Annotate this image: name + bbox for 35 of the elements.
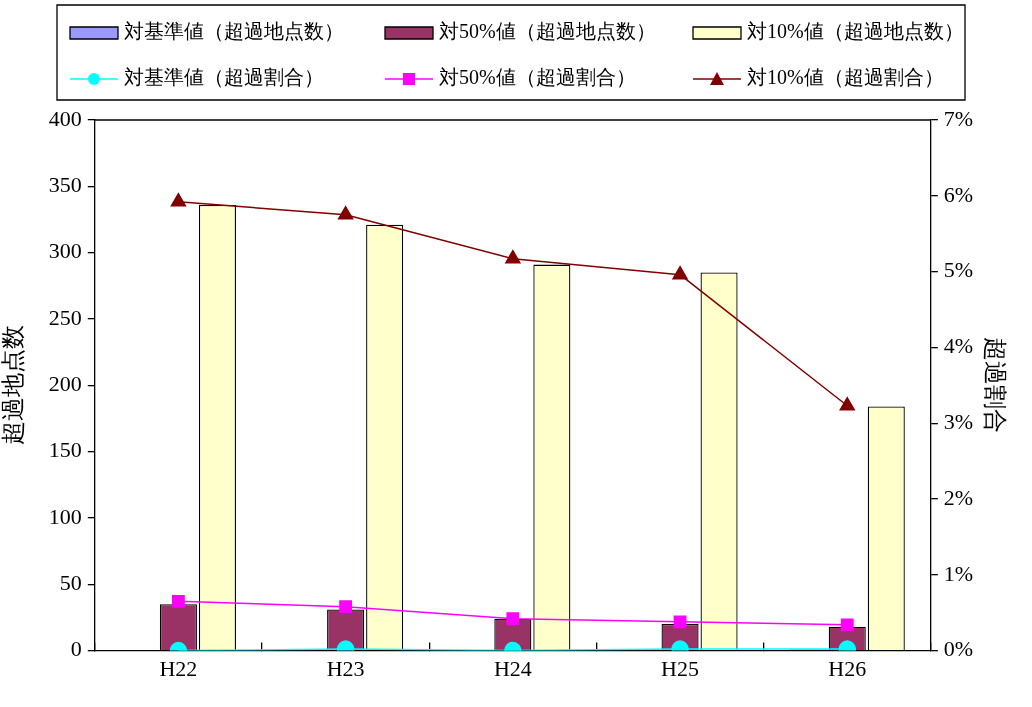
y2-tick-label: 6%	[943, 181, 974, 207]
point	[337, 206, 354, 220]
x-tick-label: H22	[159, 655, 198, 681]
y2-tick-label: 4%	[943, 333, 974, 359]
y-tick-label: 50	[59, 570, 82, 596]
y2-axis-title: 超過割合	[982, 337, 1009, 434]
x-tick-label: H26	[828, 655, 867, 681]
y-tick-label: 200	[48, 371, 82, 397]
y-tick-label: 300	[48, 238, 82, 264]
legend-label: 対10%値（超過地点数）	[747, 20, 964, 43]
point	[672, 265, 688, 280]
y2-tick-label: 5%	[943, 257, 974, 283]
y-tick-label: 100	[48, 503, 82, 529]
x-tick-label: H23	[326, 655, 365, 681]
y-tick-label: 350	[48, 172, 82, 198]
legend-label: 対50%値（超過地点数）	[439, 20, 656, 43]
y-tick-label: 150	[48, 437, 82, 463]
x-tick-label: H25	[661, 655, 699, 681]
legend-label: 対50%値（超過割合）	[439, 66, 636, 89]
y-tick-label: 250	[48, 304, 82, 330]
y2-tick-label: 7%	[943, 105, 974, 131]
y-tick-label: 0	[70, 636, 82, 662]
point	[839, 397, 855, 411]
legend-label: 対基準値（超過割合）	[124, 66, 324, 89]
y-axis-title: 超過地点数	[0, 325, 26, 446]
point	[170, 193, 187, 207]
x-tick-label: H24	[493, 655, 532, 681]
y-tick-label: 400	[48, 105, 82, 131]
legend-label: 対基準値（超過地点数）	[124, 20, 344, 43]
y2-tick-label: 3%	[943, 408, 974, 434]
y2-tick-label: 0%	[943, 636, 974, 662]
y2-tick-label: 2%	[943, 484, 974, 510]
y2-tick-label: 1%	[943, 560, 974, 586]
point	[505, 249, 521, 264]
legend-label: 対10%値（超過割合）	[747, 66, 944, 89]
